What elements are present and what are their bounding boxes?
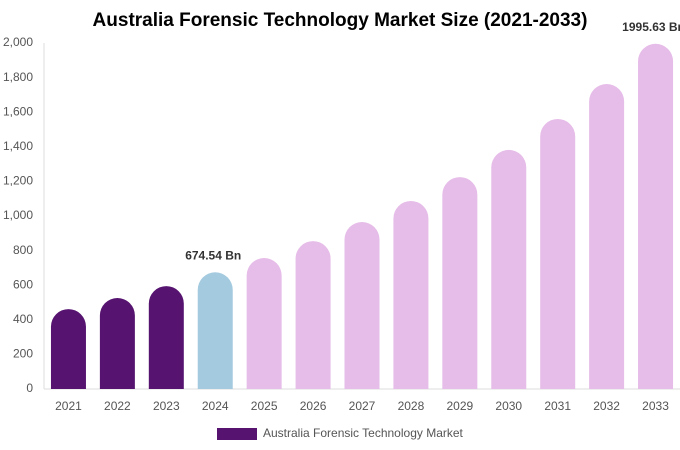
y-tick-label: 1,000	[3, 208, 33, 222]
x-tick-label: 2024	[202, 399, 229, 413]
y-tick-label: 600	[13, 277, 33, 291]
x-tick-label: 2030	[495, 399, 522, 413]
bar	[638, 43, 674, 389]
y-tick-label: 1,400	[3, 139, 33, 153]
x-tick-label: 2033	[642, 399, 669, 413]
x-tick-label: 2029	[446, 399, 473, 413]
bar	[246, 258, 282, 389]
bar	[148, 286, 184, 389]
y-tick-label: 800	[13, 243, 33, 257]
y-tick-label: 1,200	[3, 174, 33, 188]
value-label: 674.54 Bn	[185, 248, 241, 262]
y-tick-label: 1,600	[3, 104, 33, 118]
bar	[393, 200, 429, 389]
bar	[442, 177, 478, 389]
chart-title: Australia Forensic Technology Market Siz…	[93, 10, 588, 31]
x-tick-label: 2022	[104, 399, 131, 413]
y-tick-label: 2,000	[3, 35, 33, 49]
bar	[197, 272, 233, 389]
x-tick-label: 2032	[593, 399, 620, 413]
bar	[99, 298, 135, 389]
bar	[295, 241, 331, 389]
x-tick-label: 2021	[55, 399, 82, 413]
bar	[50, 309, 86, 389]
legend-label: Australia Forensic Technology Market	[263, 426, 464, 440]
x-tick-label: 2023	[153, 399, 180, 413]
x-tick-label: 2025	[251, 399, 278, 413]
x-tick-label: 2031	[544, 399, 571, 413]
x-tick-label: 2027	[349, 399, 376, 413]
bar	[344, 222, 380, 389]
value-label: 1995.63 Bn	[622, 20, 680, 34]
y-tick-label: 400	[13, 312, 33, 326]
y-tick-label: 1,800	[3, 70, 33, 84]
bar	[589, 84, 625, 389]
y-tick-label: 0	[26, 381, 33, 395]
bar	[540, 118, 576, 389]
legend-swatch	[217, 428, 257, 440]
bar	[491, 149, 527, 389]
y-tick-label: 200	[13, 347, 33, 361]
x-tick-label: 2028	[398, 399, 425, 413]
x-tick-label: 2026	[300, 399, 327, 413]
